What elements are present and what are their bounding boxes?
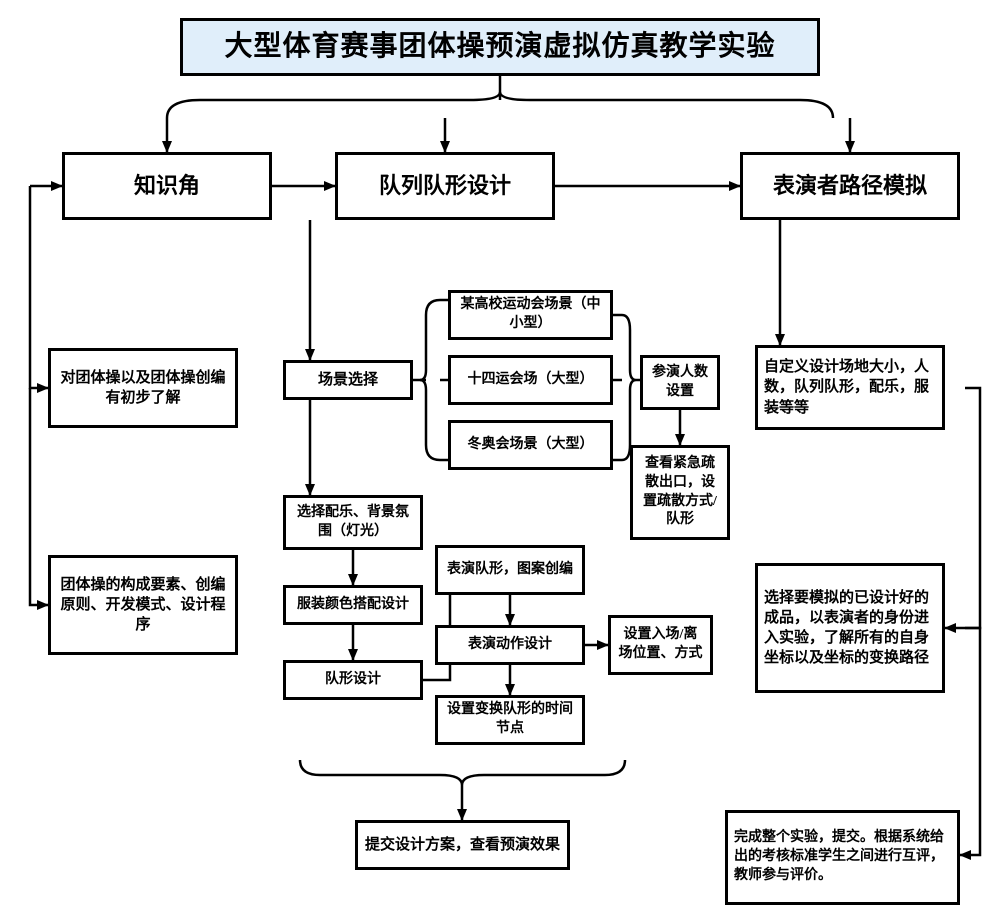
people-setting-text: 参演人数设置 — [649, 364, 711, 402]
header-formation-text: 队列队形设计 — [379, 171, 511, 201]
move-design-box: 表演动作设计 — [435, 625, 585, 665]
header-knowledge-text: 知识角 — [134, 171, 200, 201]
scene-option-2: 十四运会场（大型） — [448, 355, 613, 405]
header-path: 表演者路径模拟 — [740, 152, 960, 220]
final-text: 完成整个实验，提交。根据系统给出的考核标准学生之间进行互评，教师参与评价。 — [734, 829, 951, 886]
final-box: 完成整个实验，提交。根据系统给出的考核标准学生之间进行互评，教师参与评价。 — [725, 810, 960, 905]
scene-option-3-text: 冬奥会场景（大型） — [468, 436, 594, 455]
knowledge-elements-text: 团体操的构成要素、创编原则、开发模式、设计程序 — [57, 575, 229, 636]
scene-option-1: 某高校运动会场景（中小型） — [448, 290, 613, 340]
move-design-text: 表演动作设计 — [468, 636, 552, 655]
formation-design-text: 队形设计 — [325, 671, 381, 690]
header-formation: 队列队形设计 — [335, 152, 555, 220]
music-light-box: 选择配乐、背景氛围（灯光） — [283, 495, 423, 550]
path-simulate-text: 选择要模拟的已设计好的成品，以表演者的身份进入实验，了解所有的自身坐标以及坐标的… — [764, 588, 936, 669]
header-knowledge: 知识角 — [62, 152, 272, 220]
submit-box: 提交设计方案，查看预演效果 — [355, 820, 570, 870]
clothing-box: 服装颜色搭配设计 — [283, 585, 423, 625]
knowledge-elements-box: 团体操的构成要素、创编原则、开发模式、设计程序 — [48, 555, 238, 655]
title-text: 大型体育赛事团体操预演虚拟仿真教学实验 — [224, 28, 775, 66]
scene-option-3: 冬奥会场景（大型） — [448, 420, 613, 470]
pattern-create-box: 表演队形，图案创编 — [435, 545, 585, 595]
scene-option-2-text: 十四运会场（大型） — [468, 371, 594, 390]
scene-option-1-text: 某高校运动会场景（中小型） — [457, 296, 604, 334]
scene-select-box: 场景选择 — [283, 360, 413, 400]
submit-text: 提交设计方案，查看预演效果 — [365, 835, 560, 855]
clothing-text: 服装颜色搭配设计 — [297, 596, 409, 615]
emergency-box: 查看紧急疏散出口，设置疏散方式/队形 — [630, 445, 730, 540]
people-setting-box: 参演人数设置 — [640, 355, 720, 410]
formation-design-box: 队形设计 — [283, 660, 423, 700]
title-box: 大型体育赛事团体操预演虚拟仿真教学实验 — [180, 18, 820, 76]
path-simulate-box: 选择要模拟的已设计好的成品，以表演者的身份进入实验，了解所有的自身坐标以及坐标的… — [755, 563, 945, 693]
time-node-text: 设置变换队形的时间节点 — [444, 701, 576, 739]
knowledge-intro-box: 对团体操以及团体操创编有初步了解 — [48, 348, 238, 428]
scene-select-text: 场景选择 — [318, 370, 378, 390]
entry-exit-box: 设置入场/离场位置、方式 — [608, 615, 713, 675]
path-custom-text: 自定义设计场地大小，人数，队列队形，配乐，服装等等 — [764, 357, 936, 418]
entry-exit-text: 设置入场/离场位置、方式 — [617, 626, 704, 664]
header-path-text: 表演者路径模拟 — [773, 171, 927, 201]
time-node-box: 设置变换队形的时间节点 — [435, 695, 585, 745]
path-custom-box: 自定义设计场地大小，人数，队列队形，配乐，服装等等 — [755, 345, 945, 430]
emergency-text: 查看紧急疏散出口，设置疏散方式/队形 — [639, 455, 721, 531]
pattern-create-text: 表演队形，图案创编 — [447, 561, 573, 580]
knowledge-intro-text: 对团体操以及团体操创编有初步了解 — [57, 368, 229, 409]
music-light-text: 选择配乐、背景氛围（灯光） — [292, 504, 414, 542]
